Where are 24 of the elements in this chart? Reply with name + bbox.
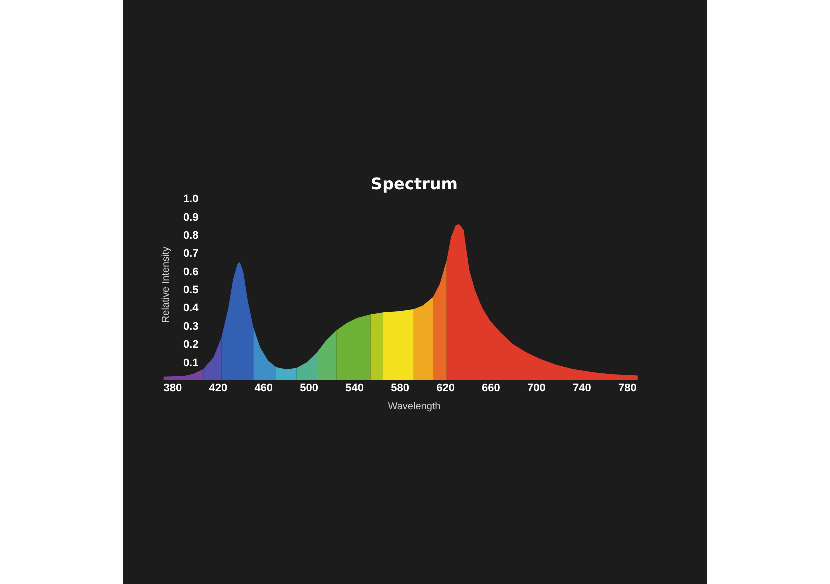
x-tick-label: 660 bbox=[482, 382, 500, 394]
x-tick-label: 460 bbox=[254, 382, 274, 394]
x-tick-label: 380 bbox=[164, 382, 182, 394]
y-tick-label: 0.2 bbox=[183, 339, 199, 352]
y-tick-label: 0.3 bbox=[183, 320, 199, 333]
x-tick-label: 540 bbox=[346, 382, 364, 394]
y-tick-label: 0.8 bbox=[183, 230, 199, 242]
x-tick-label: 740 bbox=[573, 382, 592, 394]
chart-title: Spectrum bbox=[371, 174, 458, 194]
y-tick-label: 0.9 bbox=[183, 212, 199, 224]
x-tick-label: 780 bbox=[618, 382, 637, 394]
y-tick-label: 0.1 bbox=[183, 357, 199, 370]
y-tick-label: 1.0 bbox=[183, 194, 199, 206]
y-axis-title: Relative Intensity bbox=[161, 246, 172, 324]
x-tick-label: 500 bbox=[300, 382, 319, 394]
x-tick-label: 700 bbox=[528, 382, 546, 394]
x-tick-label: 580 bbox=[391, 382, 410, 394]
y-tick-label: 0.5 bbox=[183, 284, 199, 297]
y-tick-label: 0.7 bbox=[183, 248, 199, 260]
y-tick-label: 0.6 bbox=[183, 266, 199, 278]
x-axis-title: Wavelength bbox=[388, 402, 441, 412]
x-tick-label: 620 bbox=[436, 382, 455, 394]
y-tick-label: 0.4 bbox=[183, 302, 200, 315]
x-tick-label: 420 bbox=[209, 382, 228, 394]
